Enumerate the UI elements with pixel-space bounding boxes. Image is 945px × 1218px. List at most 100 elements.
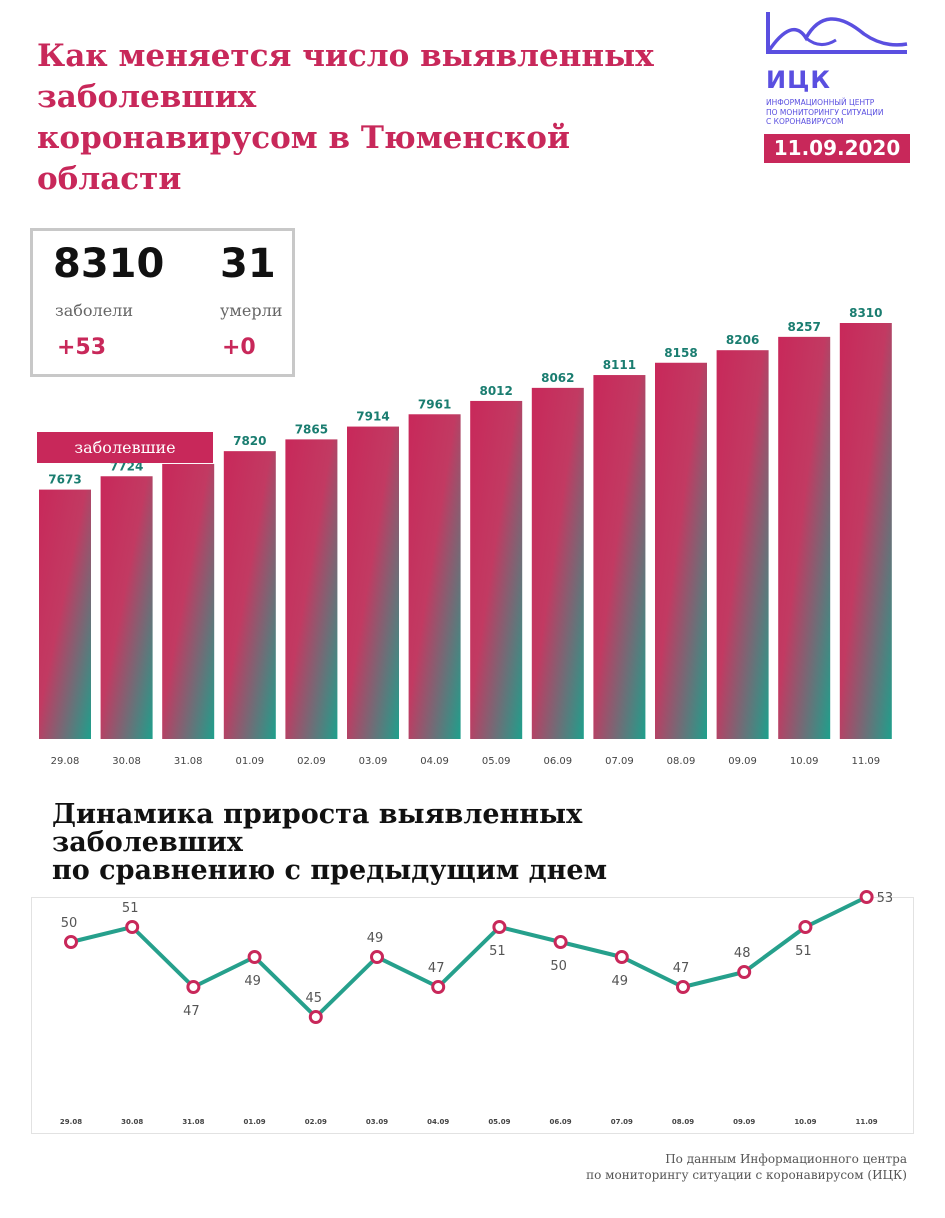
x-tick-label: 04.09 (420, 756, 449, 767)
point-value-label: 49 (367, 931, 384, 946)
bar-value-label: 8111 (603, 358, 636, 372)
bar (223, 451, 276, 739)
bar-value-label: 8062 (541, 371, 574, 385)
x-tick-label: 06.09 (543, 756, 572, 767)
x-tick-label: 29.08 (60, 1118, 82, 1126)
x-tick-label: 11.09 (851, 756, 880, 767)
data-point (798, 920, 813, 934)
logo: ИЦК Информационный центр по мониторингу … (764, 10, 914, 180)
point-value-label: 50 (61, 916, 78, 931)
x-tick-label: 05.09 (482, 756, 511, 767)
data-point (492, 920, 507, 934)
source-note: По данным Информационного центра по мони… (586, 1152, 907, 1182)
x-tick-label: 02.09 (305, 1118, 327, 1126)
x-tick-label: 30.08 (121, 1118, 143, 1126)
x-tick-label: 31.08 (182, 1118, 204, 1126)
point-value-label: 51 (122, 901, 139, 916)
bar-value-label: 8257 (787, 320, 820, 334)
x-tick-label: 29.08 (51, 756, 80, 767)
infected-delta: +53 (57, 335, 107, 360)
point-value-label: 45 (306, 991, 323, 1006)
x-tick-label: 03.09 (366, 1118, 388, 1126)
point-value-label: 49 (612, 974, 629, 989)
line-chart-frame (31, 897, 914, 1134)
x-tick-label: 08.09 (667, 756, 696, 767)
data-point (64, 935, 78, 949)
date-badge: 11.09.2020 (764, 134, 910, 163)
bar (162, 463, 215, 739)
data-point (186, 980, 201, 994)
bar (655, 362, 707, 739)
logo-mountains-icon (766, 12, 908, 54)
data-point (308, 1010, 323, 1024)
increase-line-chart: 50 29.08 51 30.08 47 31.08 49 01.09 45 02.09 49 03.… (60, 890, 894, 1126)
x-tick-label: 04.09 (427, 1118, 449, 1126)
x-tick-label: 01.09 (235, 756, 264, 767)
x-tick-label: 10.09 (794, 1118, 816, 1126)
point-value-label: 47 (673, 961, 690, 976)
bar (285, 439, 338, 739)
point-value-label: 47 (428, 961, 445, 976)
point-value-label: 51 (489, 944, 506, 959)
x-tick-label: 05.09 (488, 1118, 510, 1126)
bar (347, 426, 399, 739)
point-value-label: 49 (244, 974, 261, 989)
line-chart-title: Динамика прироста выявленных заболевших … (52, 799, 608, 886)
x-tick-label: 06.09 (550, 1118, 572, 1126)
x-tick-label: 01.09 (244, 1118, 266, 1126)
x-tick-label: 09.09 (728, 756, 757, 767)
data-point (431, 980, 446, 994)
data-point (247, 950, 262, 964)
series-line (70, 895, 868, 1019)
point-value-label: 51 (795, 944, 812, 959)
bar-value-label: 7914 (356, 410, 389, 424)
x-tick-label: 07.09 (611, 1118, 633, 1126)
point-value-label: 48 (734, 946, 751, 961)
data-point (370, 950, 384, 964)
bar-value-label: 8158 (664, 346, 697, 360)
deaths-count: 31 (220, 241, 276, 287)
deaths-label: умерли (220, 301, 283, 320)
bar (39, 489, 91, 739)
infected-count: 8310 (53, 241, 165, 287)
x-tick-label: 30.08 (112, 756, 141, 767)
data-point (614, 950, 629, 964)
data-point (125, 920, 140, 934)
bar (716, 350, 769, 739)
x-tick-label: 08.09 (672, 1118, 694, 1126)
x-tick-label: 07.09 (605, 756, 634, 767)
bar-value-label: 7820 (233, 434, 266, 448)
bar-value-label: 7673 (48, 473, 81, 487)
point-value-label: 53 (877, 891, 894, 906)
point-value-label: 47 (183, 1004, 200, 1019)
bar (593, 375, 646, 739)
bar-value-label: 7961 (418, 397, 451, 411)
bar-legend: заболевшие (37, 432, 213, 463)
bar-value-label: 8206 (726, 333, 759, 347)
bar-value-label: 8310 (849, 306, 882, 320)
data-point (737, 965, 752, 979)
point-value-label: 50 (550, 959, 567, 974)
bar (408, 414, 461, 739)
x-tick-label: 10.09 (790, 756, 819, 767)
bar (778, 336, 831, 739)
page-title: Как меняется число выявленных заболевших… (37, 38, 654, 197)
bar-value-label: 8012 (479, 384, 512, 398)
x-tick-label: 31.08 (174, 756, 203, 767)
x-tick-label: 09.09 (733, 1118, 755, 1126)
bar (470, 400, 523, 739)
deaths-delta: +0 (222, 335, 256, 360)
bar (531, 387, 584, 739)
data-point (676, 980, 690, 994)
bar (839, 323, 892, 739)
logo-abbreviation: ИЦК (766, 66, 831, 94)
infected-label: заболели (55, 301, 133, 320)
data-point (859, 890, 874, 904)
cases-bar-chart: 767329.08772430.08777131.08782001.097865… (39, 306, 892, 767)
x-tick-label: 02.09 (297, 756, 326, 767)
bar (100, 476, 153, 739)
logo-caption: Информационный центр по мониторингу ситу… (766, 98, 884, 126)
bar-value-label: 7865 (295, 422, 328, 436)
x-tick-label: 11.09 (856, 1118, 878, 1126)
x-tick-label: 03.09 (359, 756, 388, 767)
